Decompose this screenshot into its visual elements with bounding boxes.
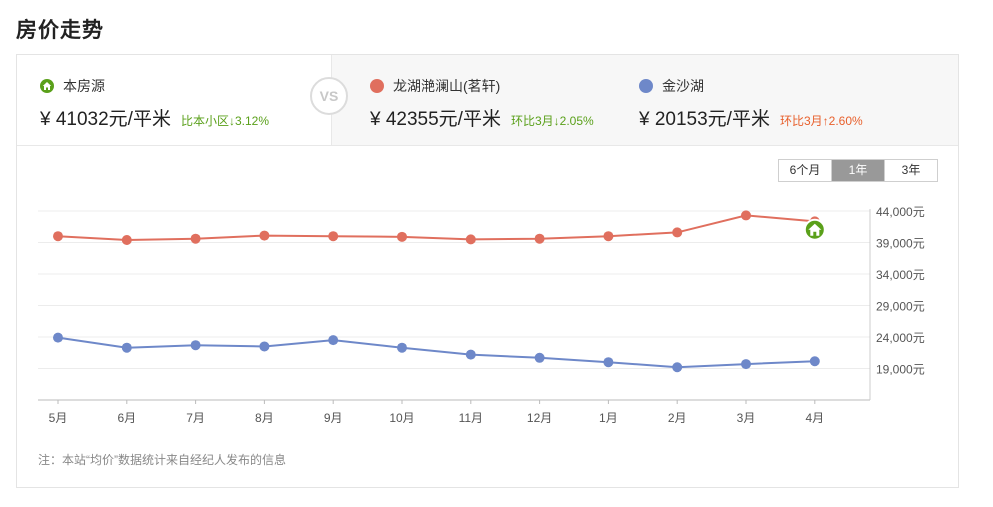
x-tick-label: 8月	[255, 411, 274, 425]
page-title: 房价走势	[16, 19, 104, 42]
y-tick-label: 34,000元	[876, 268, 925, 282]
current-listing-summary	[17, 55, 332, 145]
x-tick-label: 4月	[805, 411, 824, 425]
data-point	[259, 341, 270, 352]
series-line-0	[57, 214, 815, 241]
data-point	[53, 332, 63, 343]
comparison-summary	[332, 55, 958, 145]
vs-badge: VS	[310, 77, 348, 115]
data-point	[190, 340, 201, 351]
price-trend-panel: 本房源 ¥ 41032元/平米 比本小区↓3.12% VS 龙湖滟澜山(茗轩) …	[16, 54, 959, 488]
summary-item-price: ¥ 41032元/平米	[40, 109, 171, 130]
price-trend-chart: 44,000元 39,000元 34,000元 29,000元 24,000元 19,00…	[38, 205, 925, 425]
data-point	[328, 231, 339, 242]
home-icon	[40, 79, 54, 93]
tab-6-months[interactable]: 6个月	[779, 160, 831, 181]
y-tick-label: 44,000元	[876, 205, 925, 219]
summary-item-compare: 环比3月↑2.60%	[779, 114, 863, 128]
data-point	[741, 359, 751, 370]
x-tick-label: 10月	[389, 411, 414, 425]
x-tick-label: 7月	[186, 411, 205, 425]
price-summary: 本房源 ¥ 41032元/平米 比本小区↓3.12% VS 龙湖滟澜山(茗轩) …	[17, 55, 958, 146]
x-tick-label: 1月	[599, 411, 618, 425]
period-tabs: 6个月 1年 3年	[778, 159, 938, 182]
data-point	[397, 342, 407, 353]
y-tick-label: 19,000元	[876, 363, 925, 377]
summary-item-price: ¥ 20153元/平米	[639, 109, 770, 130]
summary-item-name: 本房源	[63, 78, 105, 94]
x-tick-label: 5月	[49, 411, 68, 425]
home-icon	[808, 223, 822, 236]
data-point	[53, 231, 63, 242]
data-point	[259, 230, 270, 241]
summary-item-name: 金沙湖	[662, 78, 704, 94]
data-point	[465, 234, 476, 245]
x-tick-label: 11月	[459, 411, 483, 425]
series-dot-icon	[639, 79, 653, 93]
series-line-1	[57, 336, 815, 369]
summary-item-community: 龙湖滟澜山(茗轩) ¥ 42355元/平米 环比3月↓2.05%	[370, 76, 594, 131]
data-point	[465, 349, 476, 360]
tab-3-years[interactable]: 3年	[884, 160, 937, 181]
summary-item-name: 龙湖滟澜山(茗轩)	[393, 78, 501, 94]
series-dot-icon	[370, 79, 384, 93]
summary-item-compare: 环比3月↓2.05%	[510, 114, 594, 128]
data-source-note: 注：本站“均价”数据统计来自经纪人发布的信息	[38, 453, 286, 467]
x-tick-label: 6月	[117, 411, 136, 425]
summary-item-listing: 本房源 ¥ 41032元/平米 比本小区↓3.12%	[40, 76, 269, 131]
summary-item-price: ¥ 42355元/平米	[370, 109, 501, 130]
y-tick-label: 39,000元	[876, 237, 925, 251]
x-tick-label: 3月	[737, 411, 756, 425]
tab-1-year[interactable]: 1年	[831, 160, 884, 181]
data-point	[603, 231, 614, 242]
y-tick-label: 29,000元	[876, 300, 925, 314]
summary-item-compare: 比本小区↓3.12%	[180, 114, 269, 128]
data-point	[190, 233, 201, 244]
data-point	[672, 362, 683, 373]
data-point	[603, 357, 614, 368]
x-tick-label: 9月	[324, 411, 343, 425]
data-point	[397, 231, 407, 242]
x-tick-label: 12月	[527, 411, 552, 425]
data-point	[672, 227, 683, 238]
data-point	[121, 342, 132, 353]
data-point	[534, 352, 545, 363]
y-tick-label: 24,000元	[876, 331, 925, 345]
data-point	[328, 335, 339, 346]
summary-item-district: 金沙湖 ¥ 20153元/平米 环比3月↑2.60%	[639, 76, 863, 131]
data-point	[741, 210, 751, 221]
data-point	[534, 233, 545, 244]
data-point	[121, 234, 132, 245]
x-tick-label: 2月	[668, 411, 687, 425]
data-point	[809, 356, 820, 367]
